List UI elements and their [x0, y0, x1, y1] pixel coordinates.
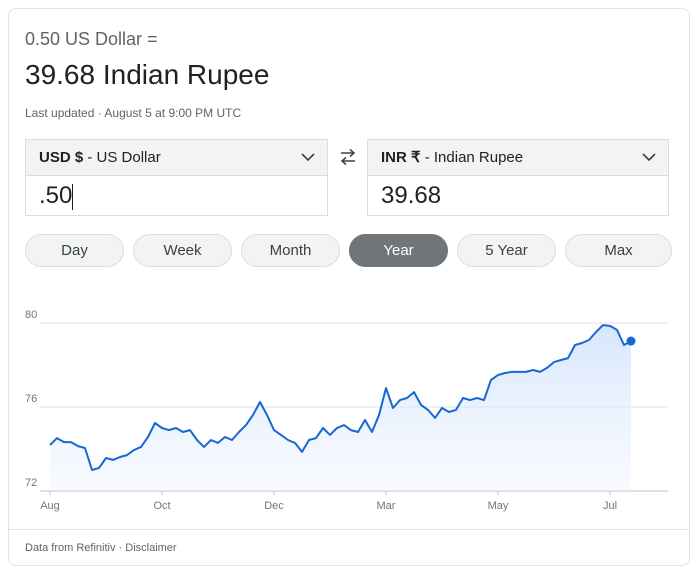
range-tab[interactable]: Day	[25, 234, 124, 267]
chevron	[642, 153, 656, 162]
from-amount: .50	[39, 182, 73, 209]
divider	[8, 529, 690, 530]
from-box: USD $ - US Dollar .50	[25, 139, 328, 216]
from-code: USD $	[39, 149, 84, 166]
end-marker	[626, 336, 636, 346]
range-tab[interactable]: Week	[133, 234, 232, 267]
range-tab[interactable]: Max	[565, 234, 672, 267]
amount-line: 0.50 US Dollar =	[25, 29, 158, 49]
x-tick-label: Aug	[40, 500, 60, 512]
y-tick-label: 76	[25, 393, 37, 405]
y-tick-label: 72	[25, 477, 37, 489]
swap-icon[interactable]	[339, 148, 357, 166]
footer[interactable]: Data from Refinitiv · Disclaimer	[25, 542, 177, 554]
from-input[interactable]: .50	[26, 176, 327, 216]
range-tab[interactable]: 5 Year	[457, 234, 556, 267]
to-amount: 39.68	[381, 182, 442, 209]
x-tick-label: Oct	[153, 500, 170, 512]
to-select[interactable]: INR ₹ - Indian Rupee	[368, 140, 668, 176]
result-line: 39.68 Indian Rupee	[25, 59, 270, 90]
from-select[interactable]: USD $ - US Dollar	[26, 140, 327, 176]
from-name: - US Dollar	[87, 149, 161, 166]
x-tick-label: Jul	[603, 500, 617, 512]
card	[8, 8, 690, 566]
caret	[72, 183, 74, 210]
chart: 72 76 80 Aug Oct Dec Mar May Jul	[25, 309, 668, 512]
to-box: INR ₹ - Indian Rupee 39.68	[367, 139, 669, 216]
x-tick-label: Dec	[264, 500, 284, 512]
range-tab[interactable]: Year	[349, 234, 448, 267]
to-input[interactable]: 39.68	[368, 176, 668, 216]
to-code: INR ₹	[381, 149, 421, 166]
chevron	[301, 153, 315, 162]
updated: Last updated · August 5 at 9:00 PM UTC	[25, 106, 242, 120]
area	[50, 325, 631, 491]
x-tick-label: May	[488, 500, 509, 512]
to-name: - Indian Rupee	[424, 149, 524, 166]
line	[49, 324, 632, 471]
x-tick-label: Mar	[377, 500, 396, 512]
range-tab[interactable]: Month	[241, 234, 340, 267]
y-tick-label: 80	[25, 309, 37, 321]
